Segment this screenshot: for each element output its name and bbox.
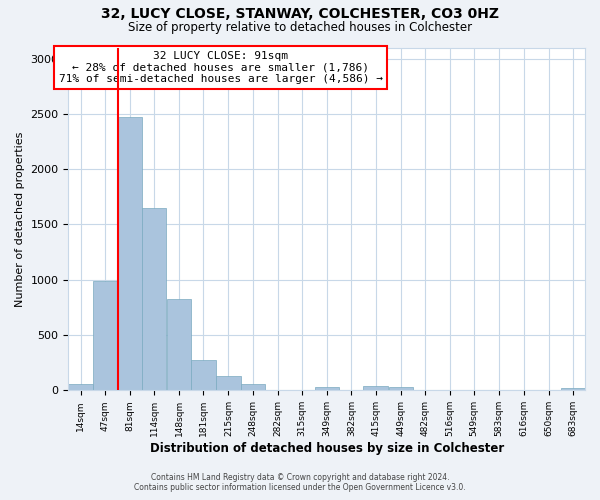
Bar: [561, 388, 585, 390]
Text: Size of property relative to detached houses in Colchester: Size of property relative to detached ho…: [128, 21, 472, 34]
Bar: [217, 376, 241, 390]
Bar: [68, 384, 92, 390]
Bar: [389, 387, 413, 390]
X-axis label: Distribution of detached houses by size in Colchester: Distribution of detached houses by size …: [149, 442, 504, 455]
Text: Contains HM Land Registry data © Crown copyright and database right 2024.
Contai: Contains HM Land Registry data © Crown c…: [134, 473, 466, 492]
Bar: [241, 384, 265, 390]
Bar: [364, 386, 388, 390]
Bar: [92, 282, 117, 391]
Bar: [315, 387, 339, 390]
Text: 32, LUCY CLOSE, STANWAY, COLCHESTER, CO3 0HZ: 32, LUCY CLOSE, STANWAY, COLCHESTER, CO3…: [101, 8, 499, 22]
Text: 32 LUCY CLOSE: 91sqm
← 28% of detached houses are smaller (1,786)
71% of semi-de: 32 LUCY CLOSE: 91sqm ← 28% of detached h…: [59, 51, 383, 84]
Bar: [167, 298, 191, 390]
Y-axis label: Number of detached properties: Number of detached properties: [15, 131, 25, 306]
Bar: [191, 360, 215, 390]
Bar: [142, 208, 166, 390]
Bar: [118, 117, 142, 390]
